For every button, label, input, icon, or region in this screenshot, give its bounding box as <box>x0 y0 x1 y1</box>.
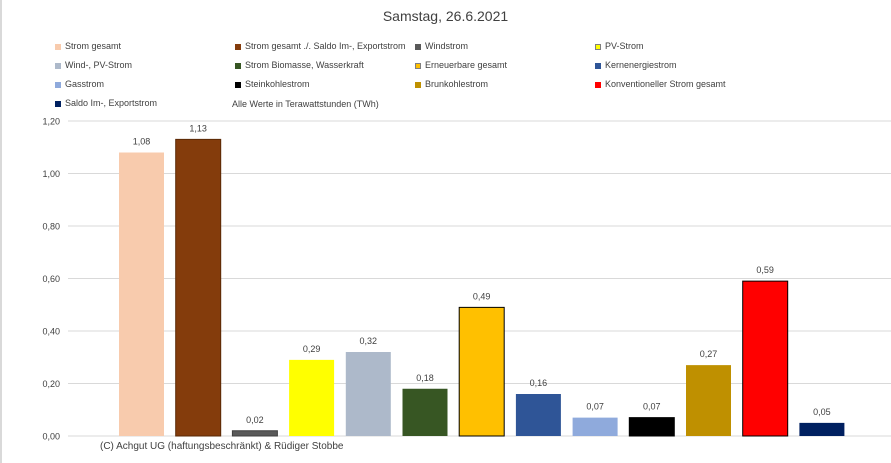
legend-item: Strom gesamt <box>55 42 121 51</box>
y-tick-label: 1,20 <box>42 117 60 127</box>
chart-title: Samstag, 26.6.2021 <box>382 8 509 24</box>
bar <box>742 280 789 437</box>
legend-swatch <box>595 81 601 88</box>
bar <box>345 352 391 436</box>
y-tick-label: 0,20 <box>42 379 60 389</box>
data-label: 0,27 <box>700 349 718 359</box>
bar <box>458 306 505 437</box>
legend-item: PV-Strom <box>595 42 644 51</box>
legend-swatch <box>415 81 421 88</box>
legend-label: Strom Biomasse, Wasserkraft <box>245 60 364 70</box>
data-label: 1,13 <box>189 123 207 133</box>
bar <box>175 138 222 437</box>
legend-item: Wind-, PV-Strom <box>55 61 132 70</box>
legend-label: Kernenergiestrom <box>605 60 677 70</box>
legend-item: Saldo Im-, Exportstrom <box>55 99 157 108</box>
bar <box>572 417 618 436</box>
legend-label: Brunkohlestrom <box>425 79 489 89</box>
y-tick-label: 1,00 <box>42 169 60 179</box>
legend-label: PV-Strom <box>605 41 644 51</box>
data-label: 0,07 <box>643 402 661 412</box>
data-label: 0,49 <box>473 291 491 301</box>
bar <box>628 417 675 437</box>
legend-label: Steinkohlestrom <box>245 79 310 89</box>
legend-label: Erneuerbare gesamt <box>425 60 508 70</box>
legend-label: Saldo Im-, Exportstrom <box>65 98 158 108</box>
legend-item: Windstrom <box>415 42 468 51</box>
legend-label: Windstrom <box>425 41 469 51</box>
legend-swatch <box>55 100 61 107</box>
legend-label: Wind-, PV-Strom <box>65 60 133 70</box>
data-label: 0,02 <box>246 415 264 425</box>
legend-swatch <box>595 62 601 69</box>
data-label: 1,08 <box>133 137 151 147</box>
legend-swatch <box>55 62 61 69</box>
legend-item: Gasstrom <box>55 80 104 89</box>
y-tick-label: 0,00 <box>42 432 60 442</box>
footer-credit: (C) Achgut UG (haftungsbeschränkt) & Rüd… <box>100 441 344 452</box>
y-tick-label: 0,40 <box>42 327 60 337</box>
data-label: 0,18 <box>416 373 434 383</box>
legend-item: Brunkohlestrom <box>415 80 488 89</box>
data-label: 0,29 <box>303 344 321 354</box>
legend-label: Strom gesamt ./. Saldo Im-, Exportstrom <box>245 41 406 51</box>
bar <box>515 394 561 436</box>
y-tick-label: 0,80 <box>42 222 60 232</box>
legend-swatch <box>415 43 421 50</box>
legend-item: Strom Biomasse, Wasserkraft <box>235 61 364 70</box>
bar <box>119 152 164 436</box>
unit-note: Alle Werte in Terawattstunden (TWh) <box>232 99 379 109</box>
data-label: 0,05 <box>813 407 831 417</box>
legend-swatch <box>235 43 241 50</box>
bar <box>402 388 448 436</box>
legend: Strom gesamt Strom gesamt ./. Saldo Im-, … <box>0 0 891 120</box>
y-tick-label: 0,60 <box>42 274 60 284</box>
bar <box>686 365 731 436</box>
bar <box>289 359 335 436</box>
legend-item: Konventioneller Strom gesamt <box>595 80 726 89</box>
legend-item: Steinkohlestrom <box>235 80 310 89</box>
legend-swatch <box>55 81 61 88</box>
legend-swatch <box>235 81 241 88</box>
legend-item: Erneuerbare gesamt <box>415 61 507 70</box>
legend-swatch <box>55 43 61 50</box>
legend-item: Strom gesamt ./. Saldo Im-, Exportstrom <box>235 42 406 51</box>
legend-item: Kernenergiestrom <box>595 61 677 70</box>
legend-swatch <box>595 43 601 50</box>
data-label: 0,16 <box>530 378 548 388</box>
data-label: 0,32 <box>360 336 378 346</box>
legend-swatch <box>235 62 241 69</box>
legend-label: Gasstrom <box>65 79 105 89</box>
data-label: 0,07 <box>586 402 604 412</box>
chart-frame-left <box>0 0 2 463</box>
legend-label: Strom gesamt <box>65 41 122 51</box>
bar <box>799 422 845 436</box>
bar <box>231 430 278 437</box>
legend-swatch <box>415 62 421 69</box>
data-label: 0,59 <box>756 265 774 275</box>
legend-label: Konventioneller Strom gesamt <box>605 79 726 89</box>
